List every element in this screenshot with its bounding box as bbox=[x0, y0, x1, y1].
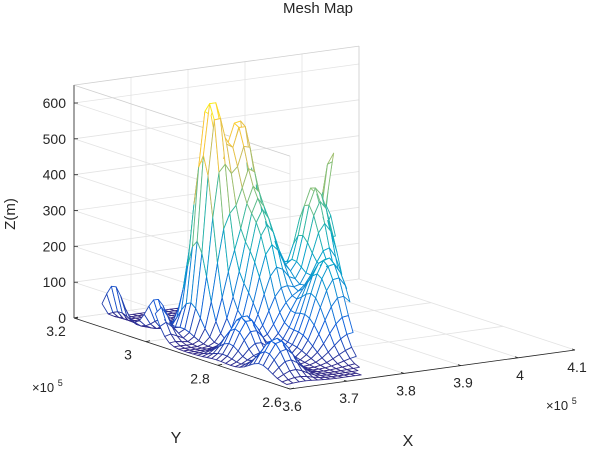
mesh-cell bbox=[348, 363, 360, 369]
z-tick-label: 0 bbox=[58, 310, 66, 326]
z-tick-label: 400 bbox=[43, 167, 67, 183]
x-axis-line bbox=[289, 349, 576, 390]
mesh-cell bbox=[346, 367, 359, 373]
y-tick bbox=[145, 340, 151, 343]
y-tick-label: 2.6 bbox=[262, 394, 282, 410]
y-tick bbox=[289, 387, 295, 390]
y-axis-label: Y bbox=[171, 430, 182, 447]
x-tick bbox=[343, 379, 348, 382]
y-exponent-base: ×10 bbox=[32, 380, 54, 395]
axis-frame bbox=[73, 85, 576, 390]
tick-labels: 3.6 3.7 3.8 3.9 4 4.1 2.6 2.8 3 3.20 100 200 300 400 5… bbox=[43, 95, 587, 414]
x-axis-label: X bbox=[403, 433, 414, 449]
y-axis-exponent: ×10 5 bbox=[32, 378, 63, 395]
box-edge bbox=[73, 45, 360, 86]
x-tick bbox=[514, 356, 519, 359]
x-tick-label: 3.7 bbox=[339, 390, 359, 406]
x-exponent-power: 5 bbox=[572, 396, 577, 406]
y-tick-label: 3 bbox=[124, 347, 132, 363]
x-tick bbox=[571, 348, 576, 351]
z-axis-label: Z(m) bbox=[2, 198, 19, 230]
y-exponent-power: 5 bbox=[58, 378, 63, 388]
x-tick-label: 4.1 bbox=[567, 359, 587, 375]
mesh-cell bbox=[341, 315, 354, 335]
x-tick-label: 4 bbox=[516, 367, 524, 383]
grid-line-side-z bbox=[73, 102, 291, 175]
z-tick-label: 600 bbox=[43, 95, 67, 111]
z-tick-label: 500 bbox=[43, 131, 67, 147]
mesh-cell bbox=[349, 372, 362, 377]
y-axis-line bbox=[73, 317, 291, 390]
grid-line-floor-x bbox=[358, 278, 576, 351]
x-tick bbox=[457, 364, 462, 366]
y-tick bbox=[217, 363, 223, 366]
x-exponent-base: ×10 bbox=[546, 398, 568, 413]
x-tick-label: 3.6 bbox=[282, 398, 302, 414]
mesh-cell bbox=[338, 277, 351, 303]
z-tick-label: 200 bbox=[43, 238, 67, 254]
z-tick-label: 300 bbox=[43, 203, 67, 219]
chart-title: Mesh Map bbox=[283, 0, 353, 17]
x-axis-exponent: ×10 5 bbox=[546, 396, 577, 413]
grid-line-back-z bbox=[73, 63, 360, 104]
x-tick-label: 3.8 bbox=[396, 382, 416, 398]
mesh-surface bbox=[101, 102, 362, 385]
y-tick-label: 3.2 bbox=[46, 323, 66, 339]
x-tick-label: 3.9 bbox=[453, 375, 473, 391]
x-tick bbox=[286, 387, 291, 390]
mesh-cell bbox=[344, 346, 357, 359]
box-edge bbox=[73, 84, 291, 157]
mesh-cell bbox=[330, 231, 343, 275]
z-tick-label: 100 bbox=[43, 274, 67, 290]
x-tick bbox=[400, 372, 405, 374]
y-tick-label: 2.8 bbox=[190, 370, 210, 386]
